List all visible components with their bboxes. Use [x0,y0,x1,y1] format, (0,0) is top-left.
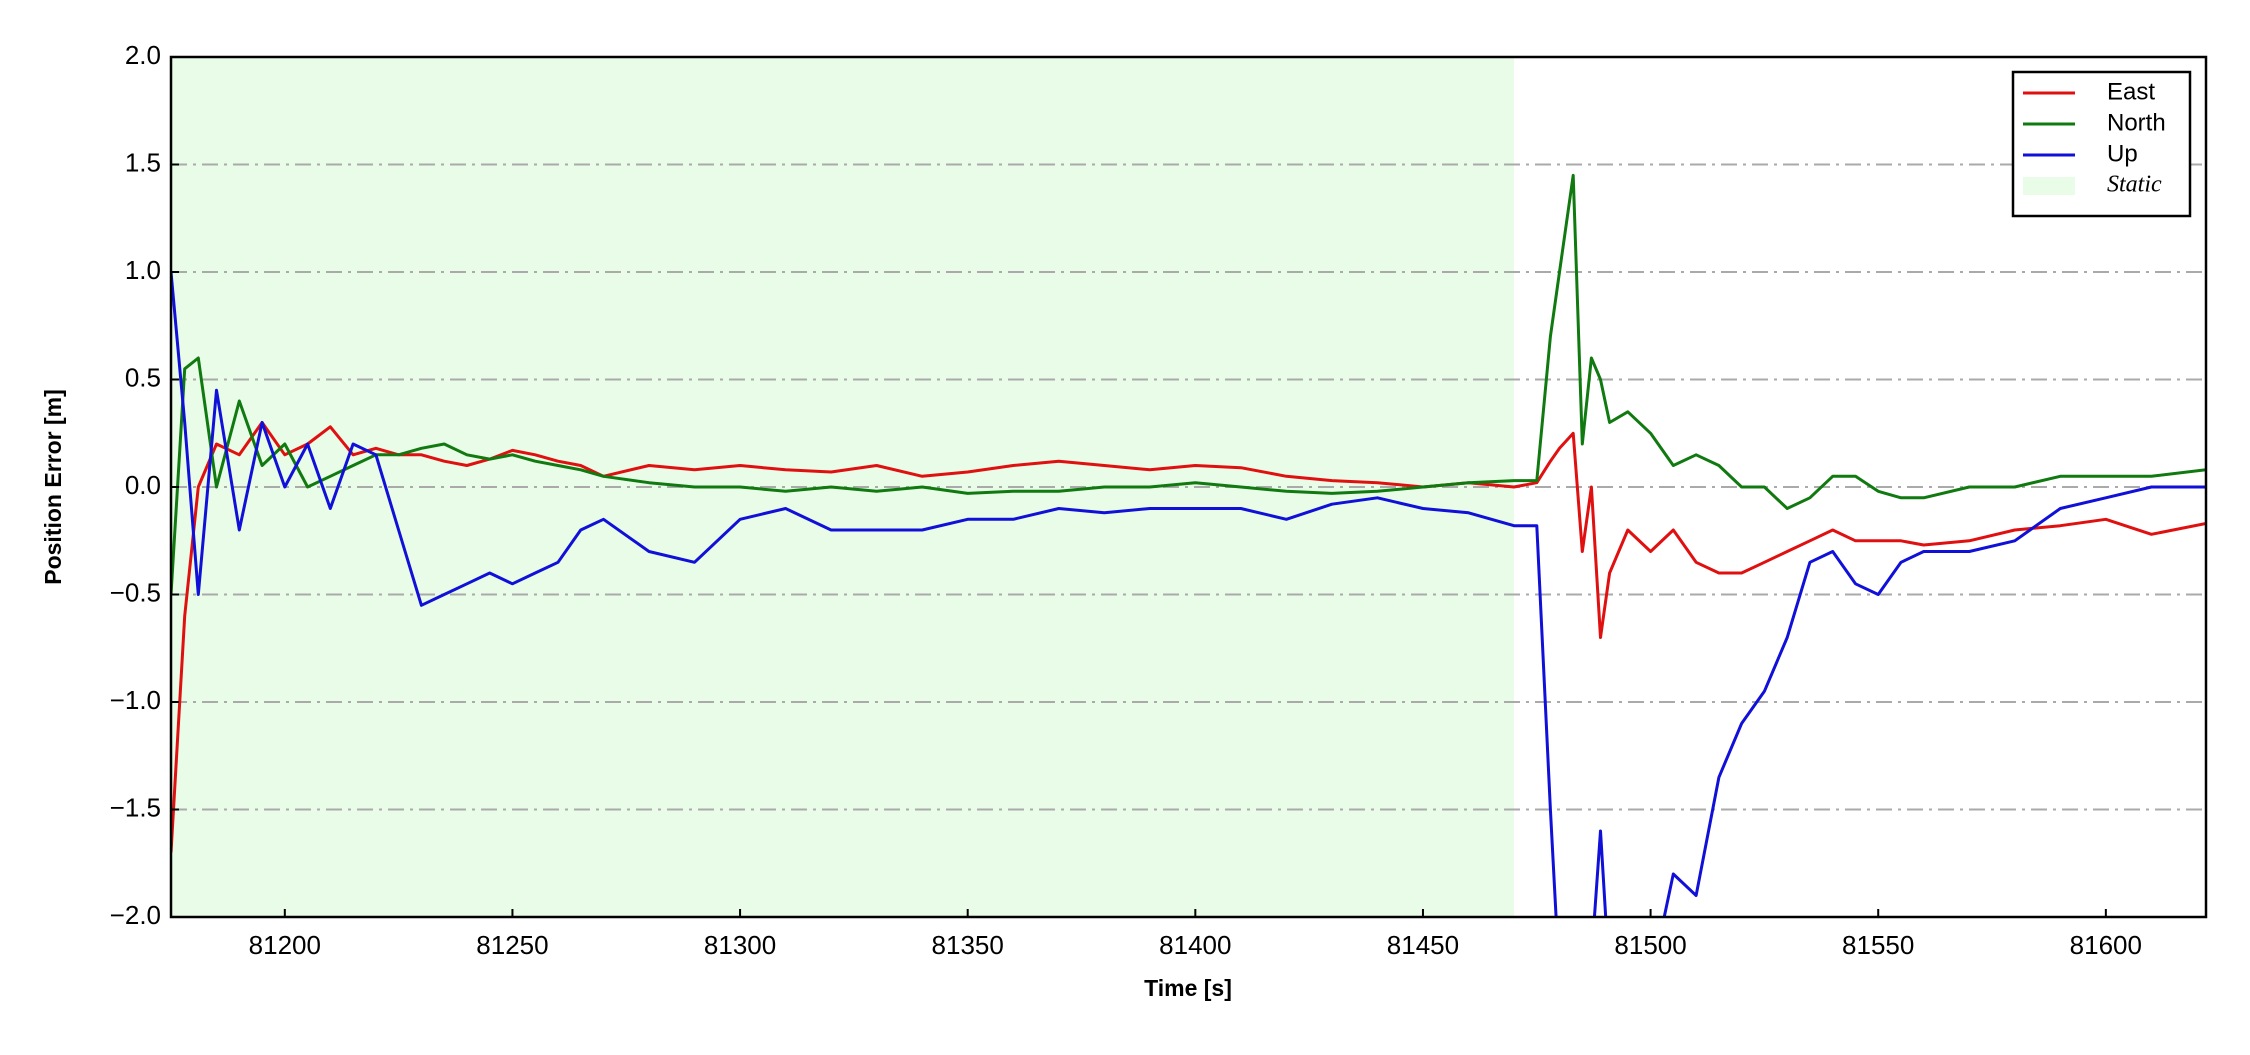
legend-box [2011,70,2192,218]
y-tick-label: −2.0 [110,900,161,930]
legend-label: East [2107,78,2155,105]
x-tick-label: 81550 [1842,930,1914,960]
y-tick-label: 1.0 [125,255,161,285]
legend: East North Up Static [2011,70,2192,218]
y-tick-label: 1.5 [125,147,161,177]
x-tick-label: 81400 [1159,930,1231,960]
legend-label: North [2107,109,2166,136]
legend-swatch [2023,177,2075,195]
legend-label: Static [2107,172,2162,198]
y-axis-label: Position Error [m] [40,389,66,585]
axes: −2.0 −1.5 −1.0 −0.5 0.0 0.5 1.0 1.5 2.0 81200 8125… [110,40,2208,960]
x-tick-label: 81350 [932,930,1004,960]
series-line [171,271,2206,917]
y-tick-label: −0.5 [110,577,161,607]
x-tick-label: 81250 [476,930,548,960]
x-axis-label: Time [s] [1144,975,1232,1001]
y-tick-label: −1.5 [110,792,161,822]
x-tick-label: 81500 [1614,930,1686,960]
series-line [171,421,2206,853]
series-line [171,173,2206,595]
y-tick-label: 2.0 [125,40,161,70]
x-tick-label: 81300 [704,930,776,960]
y-tick-label: −1.0 [110,685,161,715]
plot-frame [169,55,2208,919]
x-tick-label: 81600 [2070,930,2142,960]
plot-area [171,57,2206,917]
x-tick-label: 81200 [249,930,321,960]
x-tick-label: 81450 [1387,930,1459,960]
y-tick-label: 0.5 [125,362,161,392]
legend-label: Up [2107,140,2138,167]
y-tick-label: 0.0 [125,470,161,500]
